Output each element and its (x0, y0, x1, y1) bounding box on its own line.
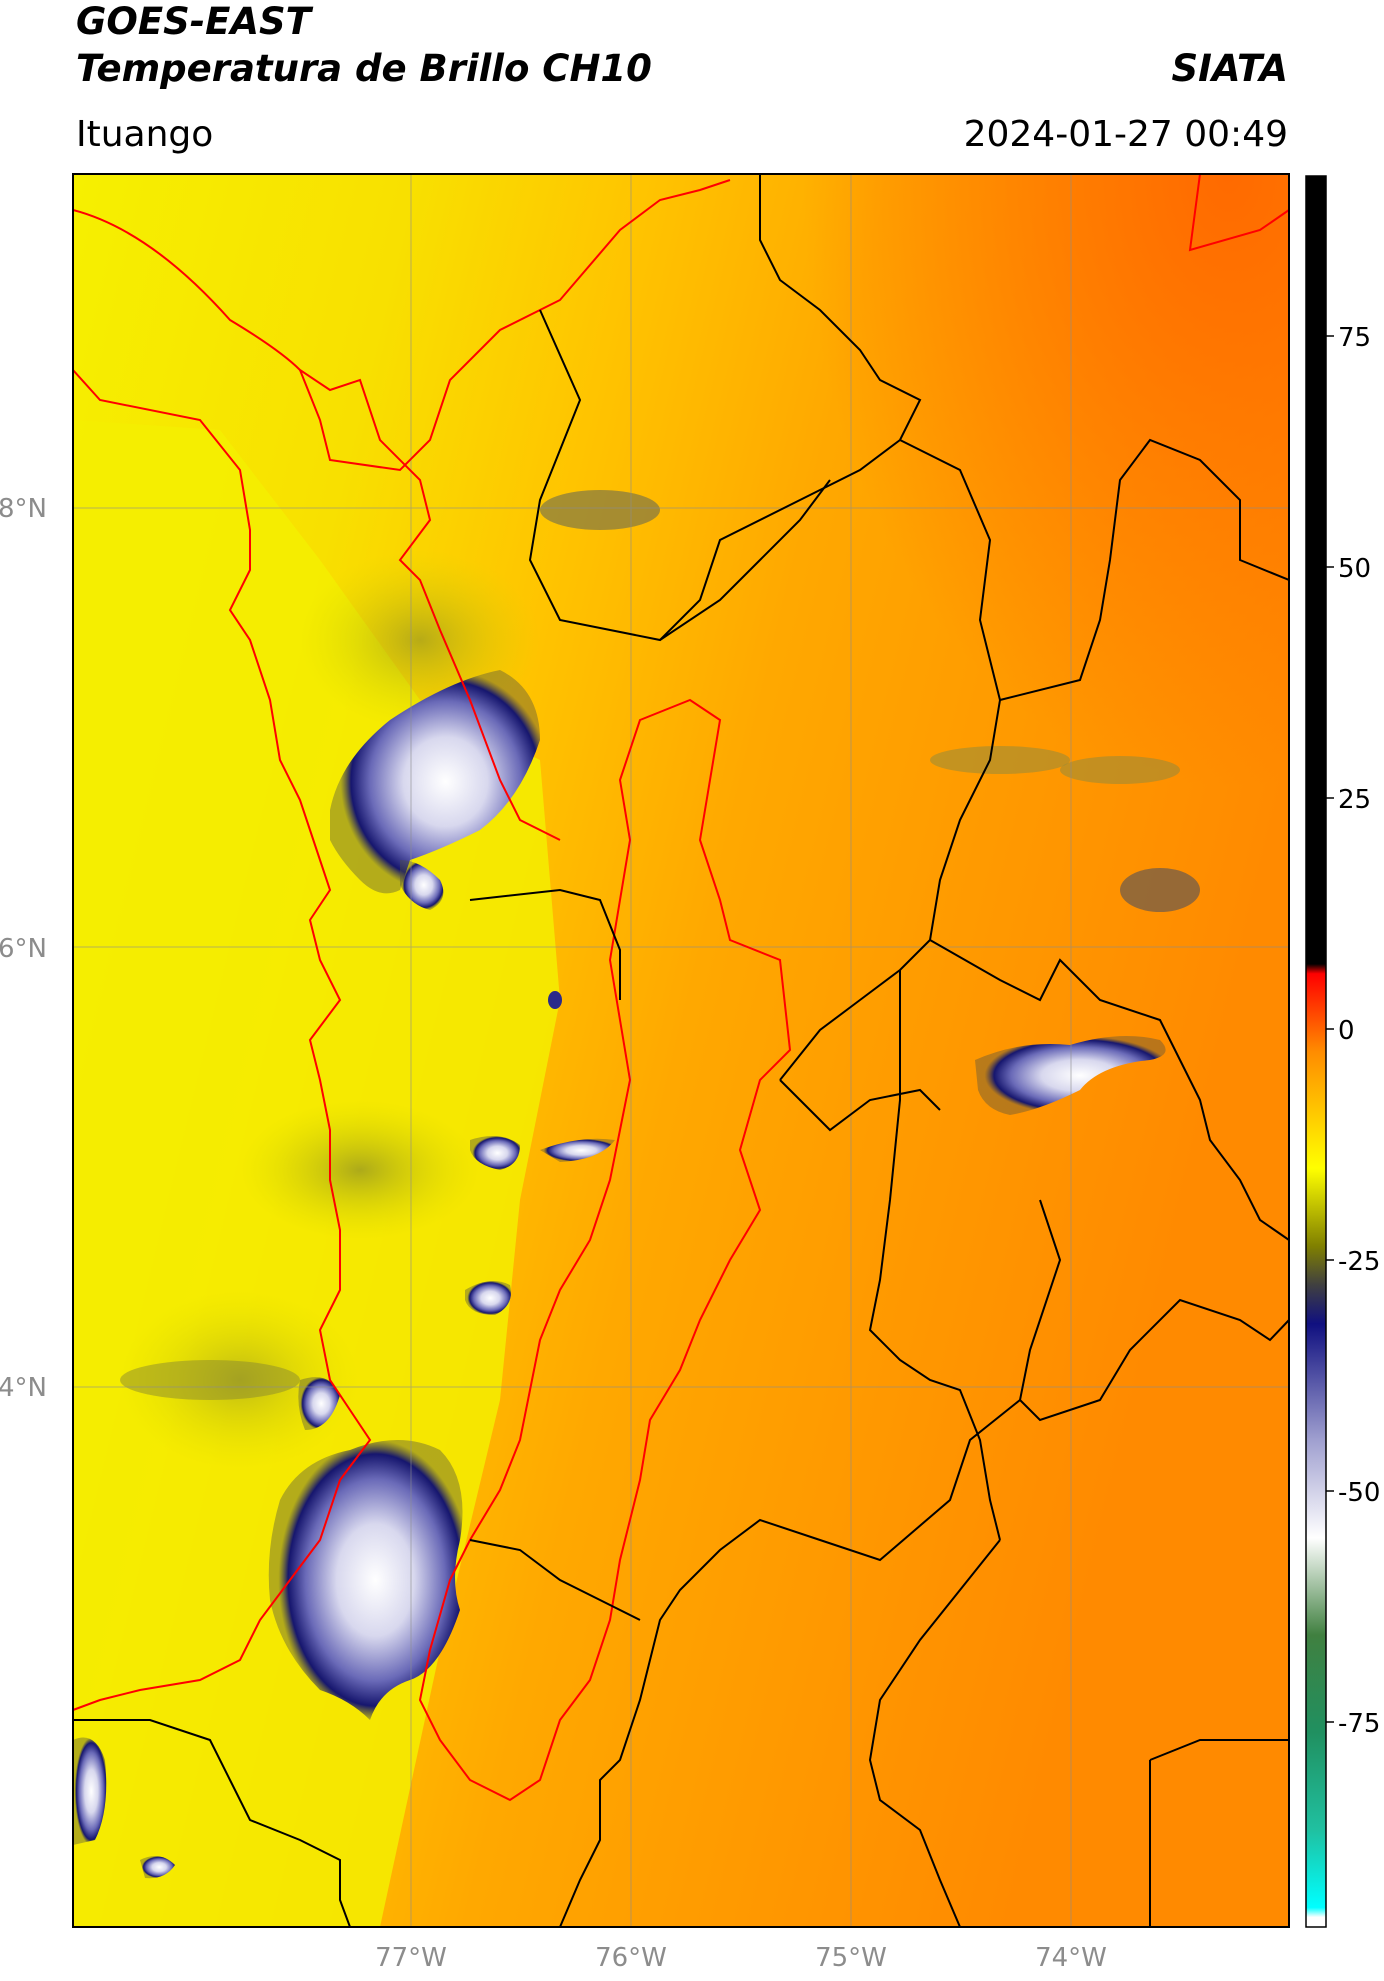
map-panel (73, 174, 1289, 1927)
datetime-label: 2024-01-27 00:49 (963, 114, 1288, 155)
colorbar-tick-minus25: -25 (1338, 1247, 1380, 1277)
graticule (73, 174, 1289, 1927)
lat-label-8: 8°N (0, 494, 47, 524)
lon-label-74: 74°W (1035, 1943, 1107, 1973)
region-label: Ituango (76, 114, 214, 155)
product-title: Temperatura de Brillo CH10 (76, 47, 652, 90)
colorbar-tick-0: 0 (1338, 1016, 1355, 1046)
satellite-title: GOES-EAST (76, 0, 311, 43)
map-frame (72, 173, 1290, 1928)
cloud-magdalena (975, 1036, 1166, 1115)
coastline (73, 174, 1289, 1802)
colorbar-tick-75: 75 (1338, 323, 1371, 353)
colorbar-tick-50: 50 (1338, 554, 1371, 584)
colorbar-tick-minus50: -50 (1338, 1478, 1380, 1508)
colorbar: 75 50 25 0 -25 -50 -75 (1305, 175, 1380, 1928)
colorbar-tick-minus75: -75 (1338, 1709, 1380, 1739)
lon-label-77: 77°W (375, 1943, 447, 1973)
lat-label-4: 4°N (0, 1373, 47, 1403)
lat-label-6: 6°N (0, 934, 47, 964)
colorbar-bar (1305, 175, 1327, 1928)
agency-label: SIATA (1171, 47, 1288, 90)
colorbar-tick-25: 25 (1338, 785, 1371, 815)
lon-label-75: 75°W (815, 1943, 887, 1973)
cloud-pacific-south (268, 1440, 463, 1720)
cloud-uraba (330, 670, 540, 894)
lon-label-76: 76°W (595, 1943, 667, 1973)
cloud-choco-center (470, 1136, 520, 1170)
admin-borders (73, 174, 1289, 1927)
